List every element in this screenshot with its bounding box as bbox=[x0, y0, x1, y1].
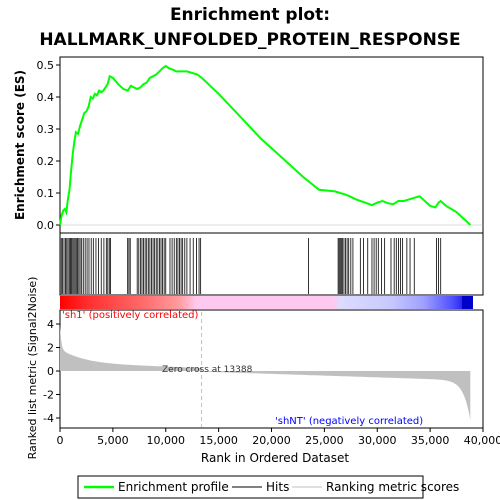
x-tick-label: 30,000 bbox=[358, 434, 397, 447]
negative-correlation-label: 'shNT' (negatively correlated) bbox=[275, 416, 423, 427]
enrichment-profile-line bbox=[59, 64, 472, 226]
es-y-ticks: 0.0 0.1 0.2 0.3 0.4 0.5 bbox=[37, 59, 60, 232]
legend-hits-label: Hits bbox=[266, 480, 289, 494]
es-y-axis-label: Enrichment score (ES) bbox=[13, 70, 27, 220]
hits-panel-frame bbox=[59, 232, 484, 296]
x-tick-label: 0 bbox=[57, 434, 64, 447]
rank-color-bar bbox=[60, 296, 473, 309]
x-tick-label: 5,000 bbox=[97, 434, 129, 447]
metric-y-tick-label: 0 bbox=[47, 365, 54, 378]
zero-cross-label: Zero cross at 13388 bbox=[162, 365, 253, 375]
metric-y-tick-label: 2 bbox=[47, 342, 54, 355]
legend-metric-label: Ranking metric scores bbox=[326, 480, 459, 494]
es-y-tick-label: 0.1 bbox=[37, 187, 55, 200]
x-tick-label: 40,000 bbox=[464, 434, 500, 447]
positive-correlation-label: 'sh1' (positively correlated) bbox=[62, 310, 199, 321]
es-panel-frame bbox=[59, 56, 484, 234]
x-tick-label: 10,000 bbox=[147, 434, 186, 447]
metric-y-tick-label: -2 bbox=[43, 389, 54, 402]
es-y-tick-label: 0.0 bbox=[37, 219, 55, 232]
metric-y-axis-label: Ranked list metric (Signal2Noise) bbox=[26, 277, 39, 460]
chart-title-line1: Enrichment plot: bbox=[170, 5, 330, 25]
x-axis-ticks: 0 5,000 10,000 15,000 20,000 25,000 30,000 35,0… bbox=[57, 428, 500, 447]
metric-y-ticks: -4 -2 0 2 4 bbox=[43, 318, 60, 425]
es-y-tick-label: 0.4 bbox=[37, 91, 55, 104]
es-y-tick-label: 0.5 bbox=[37, 59, 55, 72]
rank-color-bar-end bbox=[462, 296, 472, 309]
hit-markers bbox=[60, 238, 442, 294]
x-tick-label: 35,000 bbox=[411, 434, 450, 447]
metric-y-tick-label: 4 bbox=[47, 318, 54, 331]
legend-es-label: Enrichment profile bbox=[118, 480, 229, 494]
x-tick-label: 15,000 bbox=[199, 434, 238, 447]
es-y-tick-label: 0.2 bbox=[37, 155, 55, 168]
metric-y-tick-label: -4 bbox=[43, 412, 54, 425]
x-tick-label: 25,000 bbox=[305, 434, 344, 447]
x-axis-label: Rank in Ordered Dataset bbox=[201, 451, 349, 465]
chart-title-line2: HALLMARK_UNFOLDED_PROTEIN_RESPONSE bbox=[39, 30, 460, 50]
es-y-tick-label: 0.3 bbox=[37, 123, 55, 136]
ranking-metric-area bbox=[60, 325, 471, 421]
x-tick-label: 20,000 bbox=[252, 434, 291, 447]
